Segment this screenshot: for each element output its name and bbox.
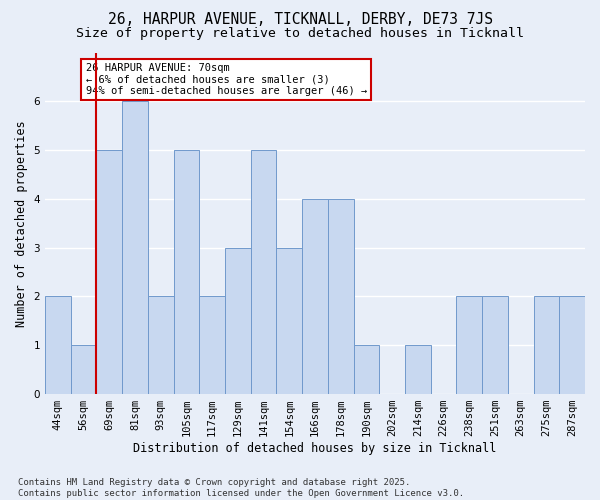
Bar: [225, 248, 251, 394]
Bar: [122, 102, 148, 394]
X-axis label: Distribution of detached houses by size in Ticknall: Distribution of detached houses by size …: [133, 442, 497, 455]
Bar: [533, 296, 559, 394]
Bar: [251, 150, 277, 394]
Bar: [405, 346, 431, 394]
Bar: [482, 296, 508, 394]
Bar: [71, 346, 97, 394]
Text: Contains HM Land Registry data © Crown copyright and database right 2025.
Contai: Contains HM Land Registry data © Crown c…: [18, 478, 464, 498]
Bar: [199, 296, 225, 394]
Bar: [45, 296, 71, 394]
Bar: [457, 296, 482, 394]
Bar: [277, 248, 302, 394]
Bar: [97, 150, 122, 394]
Y-axis label: Number of detached properties: Number of detached properties: [15, 120, 28, 326]
Text: 26 HARPUR AVENUE: 70sqm
← 6% of detached houses are smaller (3)
94% of semi-deta: 26 HARPUR AVENUE: 70sqm ← 6% of detached…: [86, 62, 367, 96]
Bar: [353, 346, 379, 394]
Bar: [148, 296, 173, 394]
Bar: [328, 199, 353, 394]
Bar: [559, 296, 585, 394]
Text: Size of property relative to detached houses in Ticknall: Size of property relative to detached ho…: [76, 28, 524, 40]
Text: 26, HARPUR AVENUE, TICKNALL, DERBY, DE73 7JS: 26, HARPUR AVENUE, TICKNALL, DERBY, DE73…: [107, 12, 493, 28]
Bar: [173, 150, 199, 394]
Bar: [302, 199, 328, 394]
